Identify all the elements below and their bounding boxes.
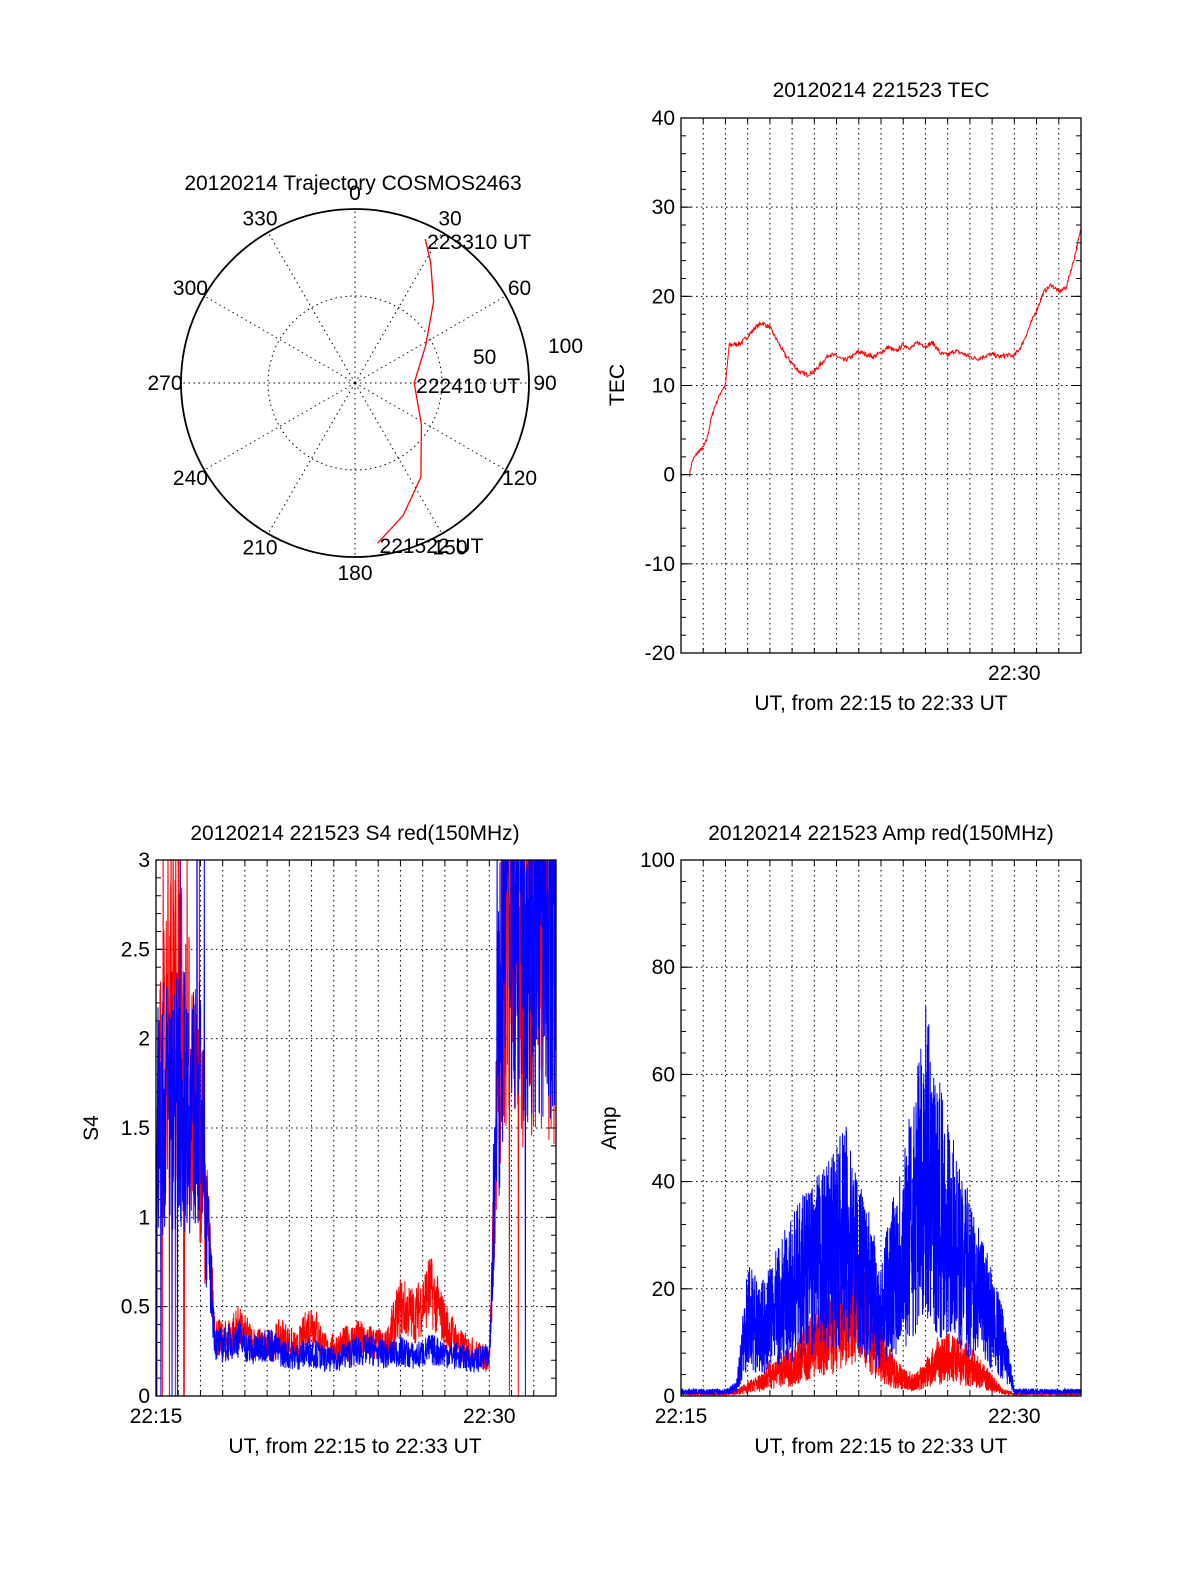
- plot-frame: [155, 859, 557, 1397]
- tec-xlabel: UT, from 22:15 to 22:33 UT: [754, 692, 1007, 715]
- polar-spoke: [354, 382, 506, 471]
- polar-radial-label: 100: [548, 335, 583, 358]
- y-tick-label: 2: [138, 1028, 150, 1051]
- polar-spoke: [354, 232, 443, 384]
- polar-outer-ring: [180, 208, 530, 558]
- x-tick-label: 22:30: [988, 1405, 1041, 1428]
- tec-chart: 20120214 221523 TEC UT, from 22:15 to 22…: [606, 79, 1082, 715]
- y-tick-label: 0: [663, 1385, 675, 1408]
- y-tick-label: 1: [138, 1206, 150, 1229]
- s4-chart: 20120214 221523 S4 red(150MHz) UT, from …: [80, 822, 557, 1458]
- polar-spoke: [354, 382, 443, 534]
- y-tick-label: 30: [652, 196, 675, 219]
- polar-angle-label: 120: [502, 467, 537, 490]
- amp-title: 20120214 221523 Amp red(150MHz): [708, 822, 1054, 845]
- polar-angle-label: 60: [508, 277, 531, 300]
- amp-ylabel: Amp: [598, 1106, 621, 1149]
- polar-angle-label: 300: [173, 277, 208, 300]
- polar-radial-label: 50: [473, 346, 496, 369]
- y-tick-label: 40: [652, 1171, 675, 1194]
- y-tick-label: 3: [138, 849, 150, 872]
- amp-chart: 20120214 221523 Amp red(150MHz) UT, from…: [598, 822, 1082, 1458]
- series-line: [156, 860, 556, 1396]
- y-tick-label: 10: [652, 375, 675, 398]
- polar-angle-label: 330: [242, 207, 277, 230]
- plot-frame: [680, 117, 1082, 654]
- polar-title: 20120214 Trajectory COSMOS2463: [184, 172, 521, 195]
- x-tick-label: 22:15: [130, 1405, 183, 1428]
- trajectory-time-label: 222410 UT: [416, 375, 520, 398]
- y-tick-label: 0: [663, 464, 675, 487]
- polar-spoke: [204, 295, 356, 384]
- polar-spoke: [204, 382, 356, 471]
- s4-xlabel: UT, from 22:15 to 22:33 UT: [228, 1435, 481, 1458]
- y-tick-label: 40: [652, 107, 675, 130]
- polar-angle-label: 90: [533, 372, 556, 395]
- polar-angle-label: 30: [438, 207, 461, 230]
- polar-grid-ring: [267, 295, 443, 471]
- trajectory-time-label: 221522 UT: [380, 535, 484, 558]
- y-tick-label: 20: [652, 1278, 675, 1301]
- y-tick-label: 2.5: [121, 938, 150, 961]
- y-tick-label: 1.5: [121, 1117, 150, 1140]
- y-tick-label: 100: [640, 849, 675, 872]
- y-tick-label: -10: [645, 553, 675, 576]
- x-tick-label: 22:30: [988, 662, 1041, 685]
- y-tick-label: 80: [652, 956, 675, 979]
- polar-spoke: [267, 382, 356, 534]
- trajectory-time-label: 223310 UT: [427, 231, 531, 254]
- plot-frame: [680, 859, 1082, 1397]
- tec-ylabel: TEC: [606, 364, 629, 406]
- polar-angle-label: 0: [349, 182, 361, 205]
- y-tick-label: -20: [645, 642, 675, 665]
- polar-angle-label: 180: [337, 562, 372, 585]
- trajectory-line: [377, 238, 435, 544]
- y-tick-label: 0.5: [121, 1296, 150, 1319]
- series-line: [681, 1006, 1081, 1396]
- x-tick-label: 22:15: [655, 1405, 708, 1428]
- polar-spoke: [354, 295, 506, 384]
- y-tick-label: 0: [138, 1385, 150, 1408]
- series-line: [689, 229, 1081, 477]
- amp-xlabel: UT, from 22:15 to 22:33 UT: [754, 1435, 1007, 1458]
- y-tick-label: 60: [652, 1063, 675, 1086]
- tec-title: 20120214 221523 TEC: [773, 79, 990, 102]
- polar-angle-label: 270: [147, 372, 182, 395]
- polar-spoke: [267, 232, 356, 384]
- polar-trajectory-chart: 20120214 Trajectory COSMOS2463 0 30 60 90 12…: [147, 172, 583, 585]
- polar-angle-label: 240: [173, 467, 208, 490]
- y-tick-label: 20: [652, 285, 675, 308]
- polar-angle-label: 150: [432, 537, 467, 560]
- s4-title: 20120214 221523 S4 red(150MHz): [190, 822, 519, 845]
- s4-ylabel: S4: [80, 1115, 103, 1141]
- polar-angle-label: 210: [242, 537, 277, 560]
- x-tick-label: 22:30: [463, 1405, 516, 1428]
